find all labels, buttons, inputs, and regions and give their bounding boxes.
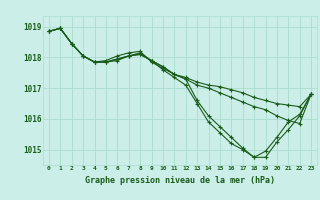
X-axis label: Graphe pression niveau de la mer (hPa): Graphe pression niveau de la mer (hPa) xyxy=(85,176,275,185)
